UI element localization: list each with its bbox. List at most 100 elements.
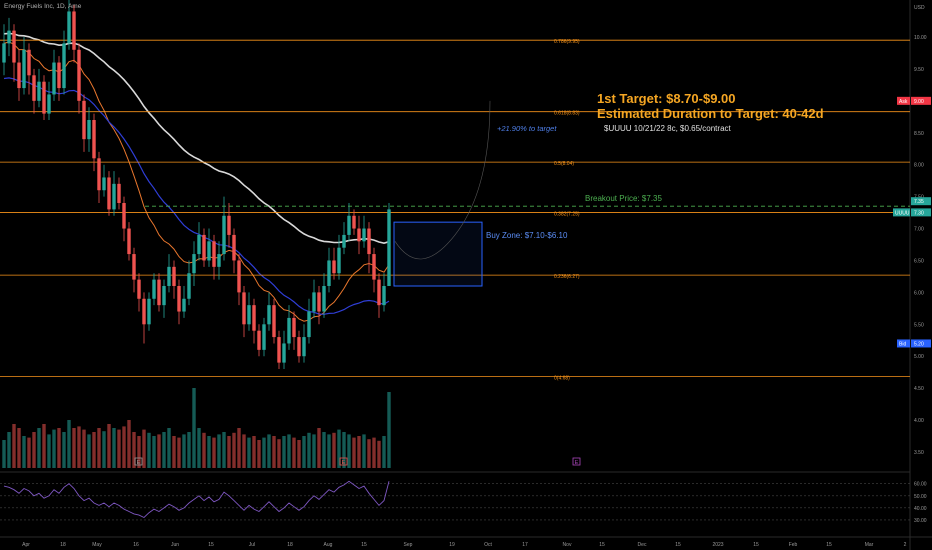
volume-bar xyxy=(142,429,146,468)
volume-bar xyxy=(362,434,366,468)
candle-body xyxy=(57,62,61,89)
volume-bar xyxy=(332,432,336,468)
volume-bar xyxy=(2,440,6,468)
time-tick-label: Jun xyxy=(171,542,179,548)
candle-body xyxy=(112,183,116,210)
price-tick-label: 8.50 xyxy=(914,131,924,137)
volume-bar xyxy=(152,436,156,468)
candle-body xyxy=(117,183,121,203)
target-title: 1st Target: $8.70-$9.00 xyxy=(597,91,736,106)
candle-body xyxy=(27,49,31,76)
candle-body xyxy=(67,11,71,44)
volume-bar xyxy=(107,424,111,468)
volume-bar xyxy=(242,434,246,468)
price-tick-label: 5.00 xyxy=(914,354,924,360)
last-price-tag xyxy=(911,197,931,206)
volume-bar xyxy=(317,428,321,468)
candle-body xyxy=(352,215,356,229)
volume-bar xyxy=(162,432,166,468)
volume-bar xyxy=(182,434,186,468)
time-tick-label: 15 xyxy=(675,542,681,548)
volume-bar xyxy=(272,436,276,468)
volume-bar xyxy=(17,428,21,468)
price-tick-label: 4.50 xyxy=(914,386,924,392)
time-tick-label: Nov xyxy=(563,542,572,548)
candle-body xyxy=(292,317,296,338)
volume-bar xyxy=(192,388,196,468)
candle-body xyxy=(382,286,386,306)
volume-bar xyxy=(382,436,386,468)
candle-body xyxy=(177,286,181,312)
candle-body xyxy=(167,266,171,286)
volume-bar xyxy=(377,440,381,468)
rsi-tick-label: 30.00 xyxy=(914,518,927,524)
last-price-value: 7.35 xyxy=(914,199,924,205)
price-tick-label: 8.00 xyxy=(914,163,924,169)
time-tick-label: Feb xyxy=(789,542,798,548)
candle-body xyxy=(2,43,6,63)
candle-body xyxy=(222,215,226,255)
candle-body xyxy=(212,241,216,267)
volume-bar xyxy=(292,437,296,468)
volume-bar xyxy=(137,436,141,468)
earnings-marker xyxy=(134,457,143,466)
time-tick-label: 18 xyxy=(287,542,293,548)
time-tick-label: 15 xyxy=(208,542,214,548)
fib-level-label: 0.5(8.04) xyxy=(554,161,574,167)
volume-bar xyxy=(127,420,131,468)
candle-body xyxy=(327,260,331,286)
candle-body xyxy=(182,298,186,312)
rsi-tick-label: 50.00 xyxy=(914,494,927,500)
ask-value-tag xyxy=(911,96,931,105)
projection-path xyxy=(394,100,491,260)
volume-bar xyxy=(287,434,291,468)
fib-level-label: 0.236(6.27) xyxy=(554,274,580,280)
ask-value: 9.00 xyxy=(914,99,924,105)
candle-body xyxy=(7,30,11,44)
volume-bar xyxy=(147,432,151,468)
candle-body xyxy=(87,120,91,140)
candle-body xyxy=(237,260,241,293)
candle-body xyxy=(47,94,51,114)
candle-body xyxy=(22,49,26,89)
volume-bar xyxy=(102,431,106,468)
currency-label: USD xyxy=(914,5,925,11)
volume-bar xyxy=(367,439,371,468)
volume-bar xyxy=(72,428,76,468)
earnings-marker-label: E xyxy=(342,460,346,466)
candle-body xyxy=(52,62,56,95)
candle-body xyxy=(242,292,246,325)
time-tick-label: Sep xyxy=(404,542,413,548)
candle-body xyxy=(72,11,76,50)
candle-body xyxy=(377,279,381,306)
volume-bar xyxy=(342,432,346,468)
candle-body xyxy=(137,279,141,299)
time-tick-label: Jul xyxy=(249,542,255,548)
candle-body xyxy=(227,215,231,235)
candle-body xyxy=(12,30,16,63)
candle-body xyxy=(102,177,106,191)
candle-body xyxy=(17,62,21,89)
bid-value-tag xyxy=(911,339,931,348)
time-tick-label: 17 xyxy=(522,542,528,548)
bid-value: 5.20 xyxy=(914,341,924,347)
pct-to-target-label: +21.90% to target xyxy=(497,124,557,133)
fib-level-label: 0.382(7.25) xyxy=(554,212,580,218)
candle-body xyxy=(82,100,86,140)
time-tick-label: 18 xyxy=(60,542,66,548)
volume-bar xyxy=(172,436,176,468)
volume-bar xyxy=(92,432,96,468)
buy-zone-box xyxy=(393,221,483,287)
time-tick-label: Oct xyxy=(484,542,492,548)
fib-level-label: 0.786(9.95) xyxy=(554,39,580,45)
candle-body xyxy=(172,266,176,286)
time-tick-label: Aug xyxy=(324,542,333,548)
volume-bar xyxy=(117,429,121,468)
candle-body xyxy=(202,234,206,261)
volume-bar xyxy=(357,436,361,468)
fib-level-label: 0(4.68) xyxy=(554,376,570,382)
price-tick-label: 6.00 xyxy=(914,290,924,296)
volume-bar xyxy=(37,428,41,468)
candle-body xyxy=(372,254,376,280)
